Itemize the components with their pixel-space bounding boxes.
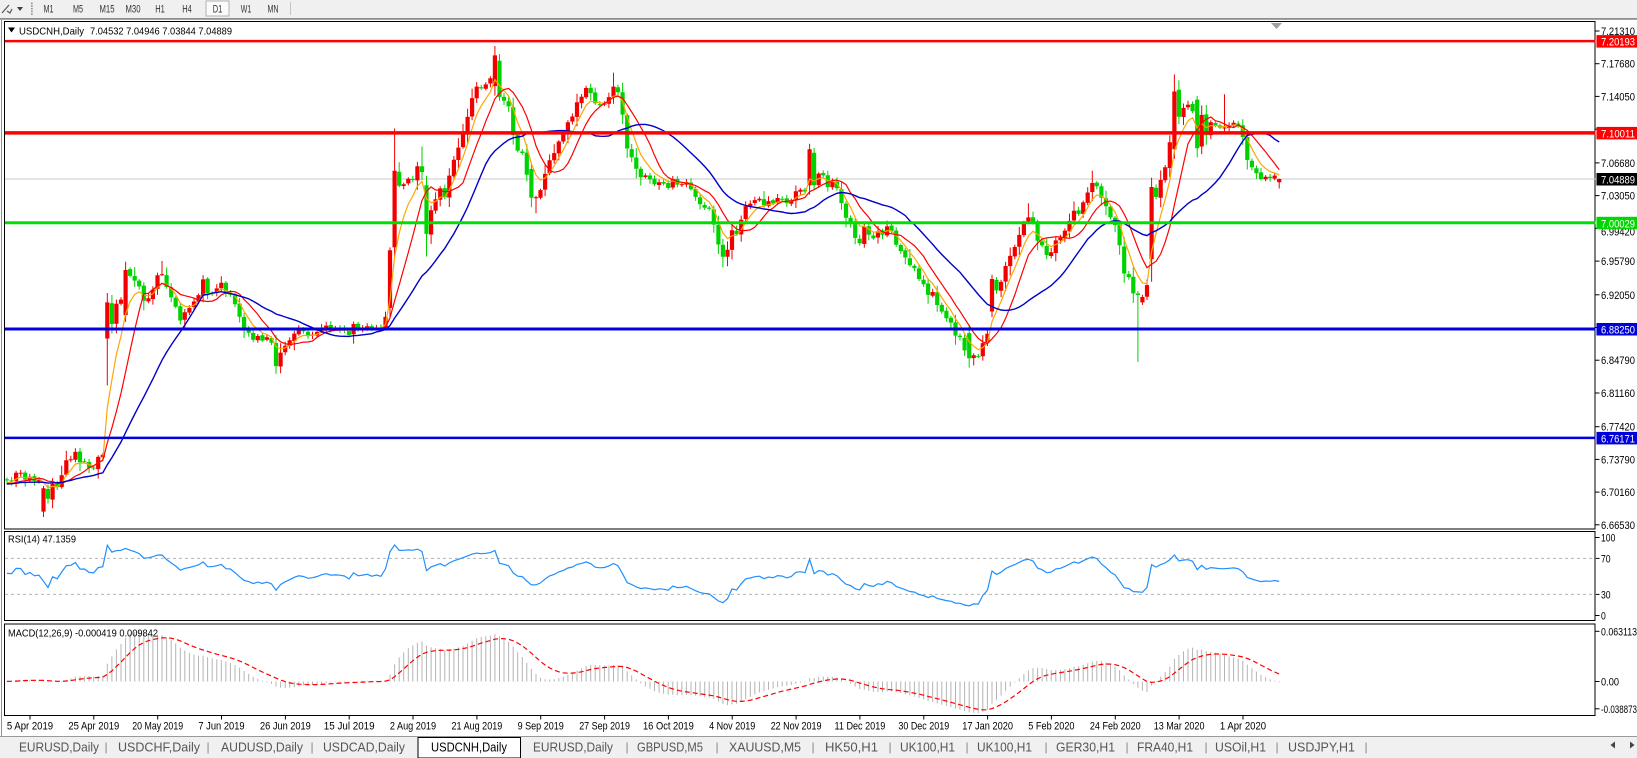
svg-text:2 Aug 2019: 2 Aug 2019: [390, 721, 436, 733]
svg-text:|: |: [1125, 740, 1128, 754]
svg-text:0.063113: 0.063113: [1601, 626, 1637, 638]
svg-text:7.06680: 7.06680: [1601, 158, 1635, 170]
svg-text:7.00029: 7.00029: [1601, 218, 1635, 230]
svg-text:AUDUSD,Daily: AUDUSD,Daily: [221, 741, 304, 755]
svg-text:|: |: [1204, 740, 1207, 754]
svg-text:H4: H4: [182, 4, 192, 16]
svg-text:20 May 2019: 20 May 2019: [132, 721, 183, 733]
svg-text:26 Jun 2019: 26 Jun 2019: [260, 721, 311, 733]
svg-text:|: |: [1275, 740, 1278, 754]
svg-text:|: |: [1364, 740, 1367, 754]
svg-text:7.20193: 7.20193: [1601, 37, 1635, 49]
svg-text:W1: W1: [241, 4, 252, 16]
svg-text:M15: M15: [100, 4, 115, 16]
svg-text:USDCNH,Daily: USDCNH,Daily: [19, 26, 85, 38]
svg-text:6.81160: 6.81160: [1601, 388, 1635, 400]
svg-text:25 Apr 2019: 25 Apr 2019: [68, 721, 119, 733]
svg-text:EURUSD,Daily: EURUSD,Daily: [533, 741, 614, 755]
svg-text:1 Apr 2020: 1 Apr 2020: [1220, 721, 1266, 733]
svg-text:6.73790: 6.73790: [1601, 454, 1635, 466]
svg-text:6.84790: 6.84790: [1601, 355, 1635, 367]
svg-text:USOil,H1: USOil,H1: [1215, 741, 1266, 755]
svg-text:|: |: [104, 740, 107, 754]
svg-text:FRA40,H1: FRA40,H1: [1137, 741, 1193, 755]
svg-text:USDCAD,Daily: USDCAD,Daily: [323, 741, 406, 755]
svg-text:HK50,H1: HK50,H1: [825, 741, 878, 755]
svg-text:30 Dec 2019: 30 Dec 2019: [898, 721, 949, 733]
svg-text:|: |: [888, 740, 891, 754]
svg-text:USDCHF,Daily: USDCHF,Daily: [118, 741, 201, 755]
svg-text:11 Dec 2019: 11 Dec 2019: [835, 721, 886, 733]
svg-text:-0.038873: -0.038873: [1601, 704, 1637, 716]
svg-text:GBPUSD,M5: GBPUSD,M5: [637, 741, 703, 755]
svg-text:17 Jan 2020: 17 Jan 2020: [962, 721, 1013, 733]
svg-text:M1: M1: [44, 4, 54, 16]
svg-text:13 Mar 2020: 13 Mar 2020: [1154, 721, 1205, 733]
svg-text:0: 0: [1601, 611, 1606, 623]
svg-text:100: 100: [1601, 533, 1615, 545]
svg-text:6.70160: 6.70160: [1601, 487, 1635, 499]
svg-text:UK100,H1: UK100,H1: [900, 741, 955, 755]
svg-text:MACD(12,26,9) -0.000419 0.0098: MACD(12,26,9) -0.000419 0.009842: [8, 628, 158, 640]
svg-text:15 Jul 2019: 15 Jul 2019: [324, 721, 375, 733]
svg-text:|: |: [310, 740, 313, 754]
svg-text:9 Sep 2019: 9 Sep 2019: [518, 721, 564, 733]
svg-text:7.04532 7.04946 7.03844 7.0488: 7.04532 7.04946 7.03844 7.04889: [90, 26, 232, 38]
svg-text:|: |: [811, 740, 814, 754]
svg-text:M30: M30: [126, 4, 141, 16]
svg-text:|: |: [1044, 740, 1047, 754]
svg-text:5 Apr 2019: 5 Apr 2019: [7, 721, 53, 733]
svg-text:D1: D1: [213, 4, 223, 16]
svg-text:GER30,H1: GER30,H1: [1056, 741, 1115, 755]
svg-text:6.76171: 6.76171: [1601, 433, 1635, 445]
svg-text:7.10011: 7.10011: [1601, 128, 1635, 140]
svg-text:27 Sep 2019: 27 Sep 2019: [579, 721, 630, 733]
svg-text:6.95790: 6.95790: [1601, 256, 1635, 268]
svg-text:USDJPY,H1: USDJPY,H1: [1288, 741, 1355, 755]
svg-text:RSI(14) 47.1359: RSI(14) 47.1359: [8, 534, 76, 546]
svg-text:M5: M5: [73, 4, 83, 16]
svg-text:16 Oct 2019: 16 Oct 2019: [643, 721, 694, 733]
svg-text:USDCNH,Daily: USDCNH,Daily: [431, 741, 508, 755]
svg-text:6.92050: 6.92050: [1601, 290, 1635, 302]
svg-text:0.00: 0.00: [1601, 677, 1619, 689]
svg-text:22 Nov 2019: 22 Nov 2019: [771, 721, 822, 733]
svg-text:6.66530: 6.66530: [1601, 520, 1635, 532]
svg-text:EURUSD,Daily: EURUSD,Daily: [19, 741, 100, 755]
svg-text:7 Jun 2019: 7 Jun 2019: [198, 721, 244, 733]
svg-text:7.17680: 7.17680: [1601, 59, 1635, 71]
svg-text:|: |: [625, 740, 628, 754]
svg-text:|: |: [715, 740, 718, 754]
svg-text:MN: MN: [268, 4, 279, 16]
svg-text:7.03050: 7.03050: [1601, 191, 1635, 203]
svg-text:6.77420: 6.77420: [1601, 422, 1635, 434]
svg-text:6.88250: 6.88250: [1601, 325, 1635, 337]
svg-text:30: 30: [1601, 589, 1611, 601]
svg-text:7.04889: 7.04889: [1601, 175, 1635, 187]
svg-text:4 Nov 2019: 4 Nov 2019: [709, 721, 755, 733]
svg-text:7.21310: 7.21310: [1601, 26, 1635, 38]
svg-text:H1: H1: [155, 4, 165, 16]
svg-text:21 Aug 2019: 21 Aug 2019: [452, 721, 503, 733]
svg-text:70: 70: [1601, 553, 1611, 565]
svg-text:7.14050: 7.14050: [1601, 91, 1635, 103]
svg-text:24 Feb 2020: 24 Feb 2020: [1090, 721, 1141, 733]
svg-text:|: |: [965, 740, 968, 754]
svg-text:UK100,H1: UK100,H1: [977, 741, 1032, 755]
svg-text:|: |: [206, 740, 209, 754]
svg-text:XAUUSD,M5: XAUUSD,M5: [729, 741, 801, 755]
svg-text:5 Feb 2020: 5 Feb 2020: [1028, 721, 1074, 733]
